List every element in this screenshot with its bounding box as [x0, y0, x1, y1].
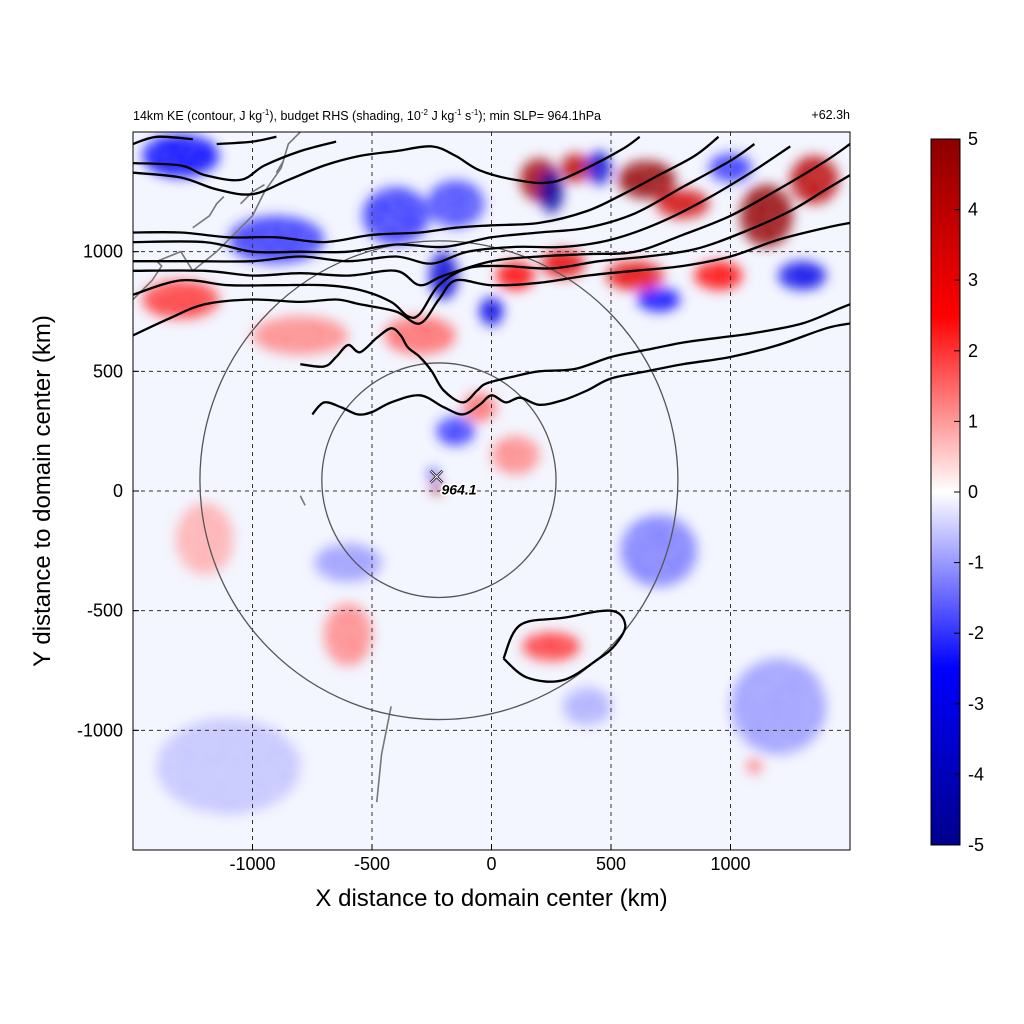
y-tick-label-1: -500 [87, 601, 123, 621]
colorbar-tick-label-0: 5 [968, 129, 978, 149]
colorbar-tick-label-9: -4 [968, 764, 984, 784]
ke-contour-7 [133, 221, 850, 337]
coastline-5 [375, 706, 392, 803]
coastline-layer [133, 132, 392, 803]
x-tick-label-4: 1000 [710, 854, 750, 874]
range-ring-0 [321, 362, 557, 599]
ke-contour-10 [300, 303, 850, 404]
ke-contour-9 [133, 140, 337, 182]
coastline-0 [133, 132, 301, 301]
storm-x-inner-b [430, 470, 443, 483]
x-tick-label-1: -500 [354, 854, 390, 874]
y-axis-ticks: -1000 -500 0 500 1000 [77, 242, 139, 740]
y-axis-label: Y distance to domain center (km) [29, 315, 56, 667]
ke-contour-11 [311, 322, 850, 416]
ke-contour-1 [133, 135, 641, 196]
colorbar-tick-label-3: 2 [968, 341, 978, 361]
range-ring-1 [199, 240, 679, 721]
plot-area: 964.1 [133, 132, 850, 850]
ke-contour-6 [133, 174, 850, 319]
y-tick-label-2: 0 [113, 481, 123, 501]
chart-title: 14km KE (contour, J kg-1), budget RHS (s… [133, 108, 602, 124]
colorbar-tick-label-2: 3 [968, 270, 978, 290]
ke-contour-12 [502, 609, 627, 683]
colorbar-tick-label-5: 0 [968, 482, 978, 502]
y-tick-label-4: 1000 [83, 242, 123, 262]
x-tick-label-2: 0 [486, 854, 496, 874]
ke-contour-0 [133, 135, 193, 146]
colorbar-tick-label-6: -1 [968, 553, 984, 573]
ke-contour-layer [133, 135, 850, 683]
ke-contour-8 [216, 135, 277, 146]
colorbar: 5 4 3 2 1 0 -1 -2 -3 -4 -5 [930, 129, 984, 855]
colorbar-ticks: 5 4 3 2 1 0 -1 -2 -3 -4 -5 [954, 129, 984, 855]
coastline-2 [239, 183, 265, 205]
forecast-hour-label: +62.3h [811, 108, 850, 122]
y-tick-label-3: 500 [93, 361, 123, 381]
coastline-4 [299, 495, 306, 506]
coastline-1 [192, 196, 225, 229]
range-rings [199, 240, 679, 721]
ke-contour-3 [133, 143, 756, 254]
min-slp-label: 964.1 [442, 482, 477, 498]
colorbar-tick-label-10: -5 [968, 835, 984, 855]
colorbar-tick-label-1: 4 [968, 200, 978, 220]
colorbar-tick-label-8: -3 [968, 694, 984, 714]
x-tick-label-3: 500 [596, 854, 626, 874]
colorbar-tick-label-7: -2 [968, 623, 984, 643]
colorbar-tick-label-4: 1 [968, 411, 978, 431]
x-axis-label: X distance to domain center (km) [315, 885, 667, 912]
coastline-3 [275, 160, 285, 174]
storm-center-marker: 964.1 [429, 469, 478, 499]
x-axis-ticks: -1000 -500 0 500 1000 [229, 844, 751, 874]
ke-contour-4 [133, 145, 791, 265]
ke-contour-5 [133, 143, 850, 287]
y-tick-label-0: -1000 [77, 720, 123, 740]
x-tick-label-0: -1000 [229, 854, 275, 874]
ke-contour-2 [133, 135, 720, 244]
